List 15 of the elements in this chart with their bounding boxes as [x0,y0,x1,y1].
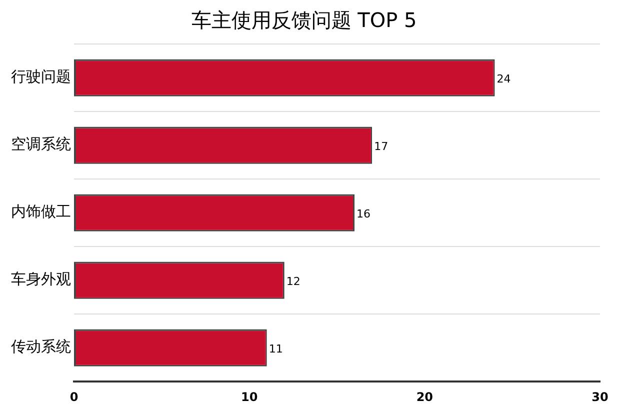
x-tick-label: 10 [240,390,258,404]
chart-title: 车主使用反馈问题 TOP 5 [191,8,417,32]
y-tick-label: 行驶问题 [11,68,71,86]
data-label: 12 [286,275,300,288]
x-tick-label: 0 [70,390,78,404]
data-label: 16 [356,208,371,221]
x-tick-label: 20 [416,390,434,404]
x-tick-label: 30 [592,390,608,404]
y-tick-label: 内饰做工 [11,202,71,221]
data-label: 17 [374,140,388,154]
data-label: 24 [496,72,511,86]
y-tick-label: 车身外观 [11,270,71,288]
data-label: 11 [268,342,283,356]
y-tick-label: 传动系统 [11,338,71,356]
y-tick-label: 空调系统 [11,135,71,154]
